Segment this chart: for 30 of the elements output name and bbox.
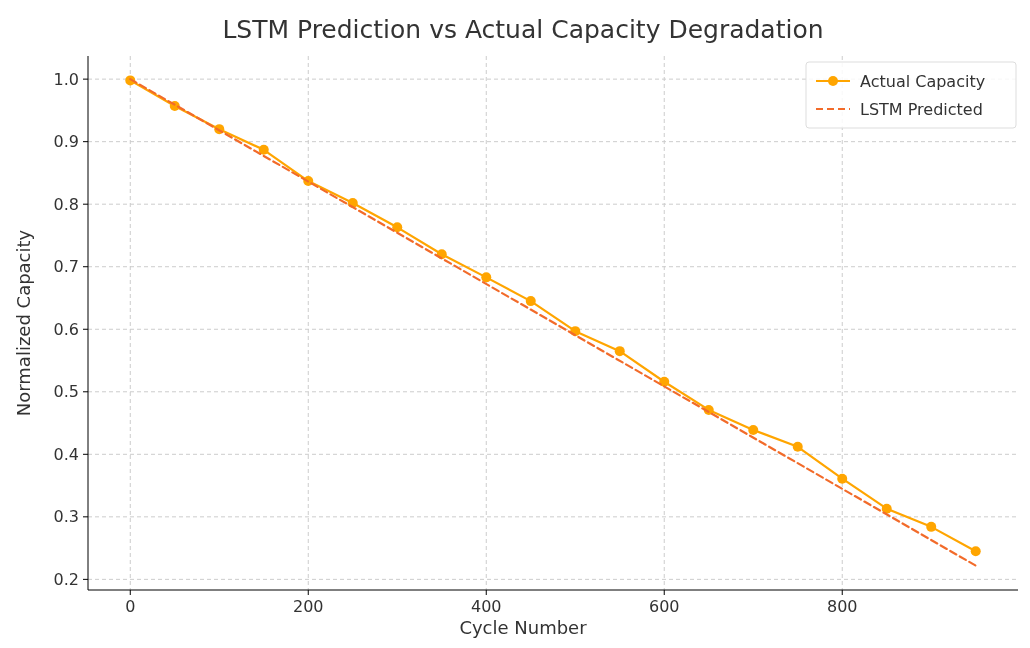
point: [392, 222, 403, 233]
x-tick-label: 200: [292, 597, 324, 616]
point: [748, 424, 759, 435]
y-tick-label: 0.5: [53, 382, 79, 402]
y-tick-label: 0.6: [53, 319, 79, 339]
point: [881, 503, 892, 514]
point: [258, 144, 269, 155]
x-axis-title: Cycle Number: [459, 617, 588, 638]
y-tick-label: 0.3: [53, 507, 79, 527]
x-tick-label: 600: [648, 597, 680, 616]
point: [926, 521, 937, 532]
y-tick-label: 0.8: [53, 194, 79, 214]
y-tick-label: 0.4: [53, 444, 79, 464]
point: [614, 346, 625, 357]
y-tick-label: 1.0: [53, 69, 79, 89]
legend-label: Actual Capacity: [860, 71, 986, 91]
point: [837, 473, 848, 484]
x-tick-label: 400: [470, 597, 502, 616]
point: [792, 441, 803, 452]
chart-title: LSTM Prediction vs Actual Capacity Degradation: [222, 15, 824, 44]
x-tick-label: 800: [826, 597, 858, 616]
y-tick-label: 0.7: [53, 257, 79, 277]
x-tick-label: 0: [125, 597, 136, 616]
legend-label: LSTM Predicted: [860, 99, 983, 119]
y-axis-title: Normalized Capacity: [13, 229, 34, 417]
point: [525, 296, 536, 307]
y-tick-label: 0.2: [53, 569, 79, 589]
point: [481, 272, 492, 283]
y-tick-label: 0.9: [53, 132, 79, 152]
point: [970, 546, 981, 557]
